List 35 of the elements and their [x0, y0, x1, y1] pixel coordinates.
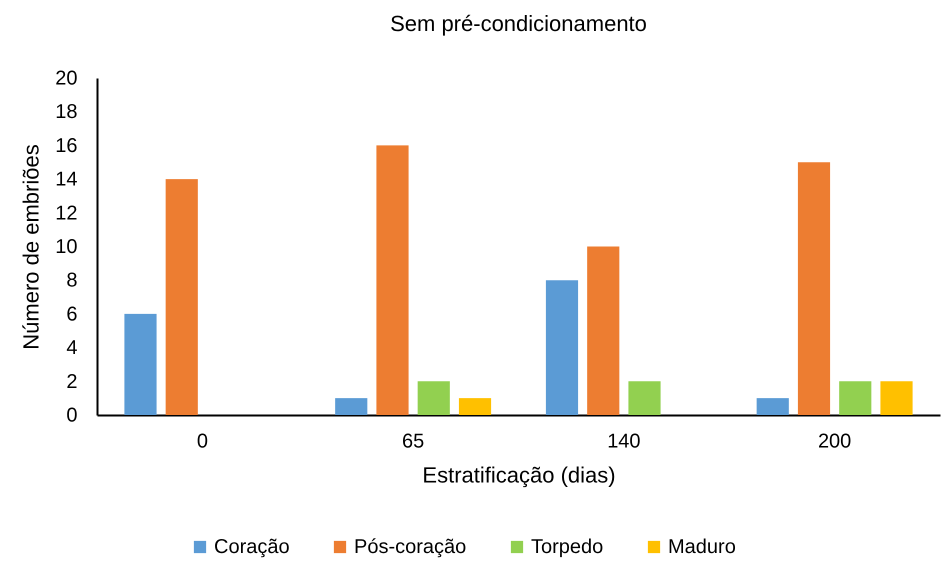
bar [124, 314, 157, 415]
y-tick-label: 16 [55, 134, 78, 157]
y-tick-label: 8 [66, 270, 78, 292]
legend-label: Coração [214, 536, 290, 558]
x-axis-title: Estratificação (dias) [422, 462, 616, 488]
y-axis-title: Número de embriões [18, 144, 44, 350]
bar [880, 381, 913, 415]
bar [458, 398, 492, 415]
y-tick-label: 6 [66, 303, 78, 326]
y-tick-label: 2 [66, 370, 78, 393]
y-tick-label: 20 [55, 68, 78, 90]
y-tick-label: 4 [66, 337, 78, 360]
bar [756, 398, 789, 415]
x-tick-label: 65 [402, 430, 424, 452]
bar [546, 280, 578, 415]
y-tick-label: 0 [66, 404, 78, 426]
y-tick-label: 14 [55, 168, 78, 191]
bar [798, 162, 830, 415]
y-tick-label: 18 [55, 101, 78, 124]
y-tick-label: 12 [55, 202, 78, 224]
bar [335, 398, 368, 415]
bar [376, 145, 409, 415]
bar [839, 381, 872, 415]
bar [587, 246, 620, 415]
x-tick-label: 200 [818, 430, 852, 452]
bar [628, 381, 661, 415]
x-tick-label: 0 [196, 430, 208, 452]
legend-label: Maduro [668, 536, 736, 558]
y-tick-label: 10 [55, 236, 78, 258]
legend-label: Torpedo [531, 536, 604, 558]
bar [418, 381, 450, 415]
bar [166, 179, 198, 415]
legend-label: Pós-coração [354, 536, 466, 558]
x-tick-label: 140 [607, 430, 641, 452]
chart-title: Sem pré-condicionamento [390, 11, 647, 36]
